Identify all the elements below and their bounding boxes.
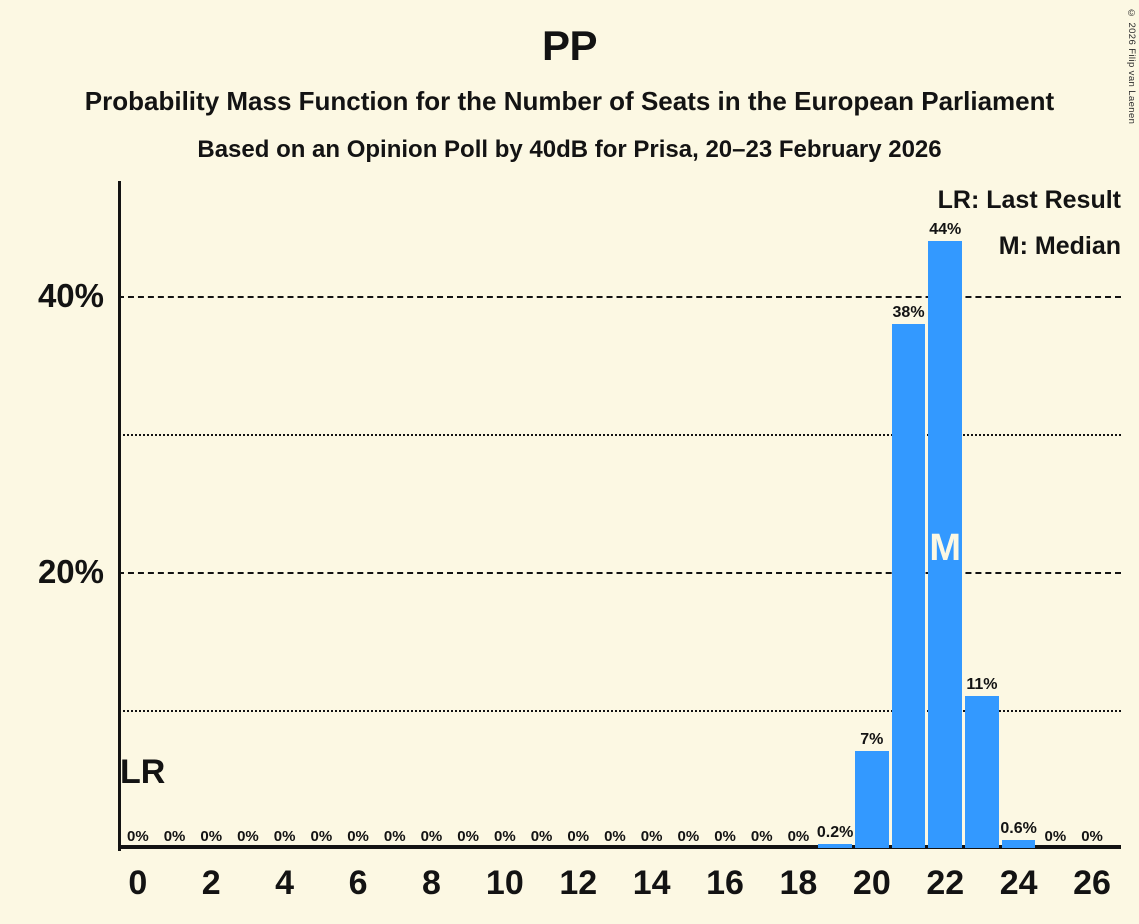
bar-seat-23 xyxy=(965,696,999,848)
x-axis-tick-12: 12 xyxy=(559,864,598,902)
bar-value-label-seat-22: 44% xyxy=(929,220,962,238)
bar-value-label-seat-2: 0% xyxy=(200,828,223,845)
legend-median: M: Median xyxy=(998,232,1121,260)
x-axis-tick-16: 16 xyxy=(706,864,744,902)
bar-value-label-seat-6: 0% xyxy=(347,828,369,845)
bar-value-label-seat-15: 0% xyxy=(677,828,700,845)
bar-value-label-seat-12: 0% xyxy=(567,828,590,845)
bar-value-label-seat-21: 38% xyxy=(892,303,925,321)
bar-value-label-seat-17: 0% xyxy=(750,828,773,845)
bar-value-label-seat-25: 0% xyxy=(1044,828,1067,845)
bar-seat-19 xyxy=(818,844,852,848)
bar-value-label-seat-3: 0% xyxy=(237,828,259,845)
bar-value-label-seat-7: 0% xyxy=(383,828,406,845)
bar-value-label-seat-11: 0% xyxy=(530,828,553,845)
chart-subtitle: Probability Mass Function for the Number… xyxy=(84,86,1055,116)
x-axis-tick-4: 4 xyxy=(275,864,295,902)
x-axis-tick-18: 18 xyxy=(779,864,818,902)
bar-seat-20 xyxy=(855,751,889,848)
plot-area: 0% 0% 0% 0% 0% 0% 0% 0% 0% 0% 0% 0% 0% 0% 0% 0% 0% 0% 0% 0.… xyxy=(118,181,1121,848)
x-axis-tick-22: 22 xyxy=(926,864,965,902)
bar-value-label-seat-14: 0% xyxy=(640,828,663,845)
bar-seat-21 xyxy=(891,323,926,848)
bar-value-label-seat-1: 0% xyxy=(163,828,186,845)
x-axis-tick-2: 2 xyxy=(201,864,221,902)
gridline-20pct xyxy=(118,572,1121,574)
bar-value-label-seat-24: 0.6% xyxy=(1000,819,1037,837)
gridline-10pct xyxy=(118,710,1121,712)
bar-value-label-seat-23: 11% xyxy=(966,676,998,694)
y-axis-line xyxy=(118,181,121,851)
bar-seat-24 xyxy=(1001,839,1036,848)
bar-seat-22 xyxy=(928,240,963,848)
bar-value-label-seat-16: 0% xyxy=(714,828,736,845)
bar-value-label-seat-13: 0% xyxy=(604,828,626,845)
legend-last-result: LR: Last Result xyxy=(937,186,1121,214)
x-axis-tick-24: 24 xyxy=(999,864,1038,902)
x-axis-tick-14: 14 xyxy=(632,864,671,902)
page-title: PP xyxy=(541,22,598,69)
y-axis-tick-40: 40% xyxy=(37,277,104,314)
bar-value-label-seat-8: 0% xyxy=(420,828,443,845)
last-result-marker: LR xyxy=(120,753,166,791)
y-axis-tick-20: 20% xyxy=(37,553,104,590)
x-axis-line xyxy=(118,845,1121,849)
bar-value-label-seat-9: 0% xyxy=(457,828,479,845)
bar-value-label-seat-0: 0% xyxy=(127,828,149,845)
bar-value-label-seat-4: 0% xyxy=(273,828,296,845)
bar-value-label-seat-10: 0% xyxy=(494,828,516,845)
median-marker: M xyxy=(929,527,962,569)
x-axis-tick-10: 10 xyxy=(485,864,524,902)
bar-value-label-seat-5: 0% xyxy=(310,828,333,845)
x-axis-tick-20: 20 xyxy=(852,864,891,902)
bar-value-label-seat-26: 0% xyxy=(1081,828,1103,845)
x-axis-tick-0: 0 xyxy=(128,864,148,902)
x-axis-tick-26: 26 xyxy=(1073,864,1111,902)
bar-value-label-seat-19: 0.2% xyxy=(816,824,854,841)
x-axis-tick-8: 8 xyxy=(421,864,441,902)
gridline-40pct xyxy=(118,296,1121,298)
gridline-30pct xyxy=(118,434,1121,436)
copyright-notice: © 2026 Filip van Laenen xyxy=(1126,8,1137,125)
chart-source-line: Based on an Opinion Poll by 40dB for Pri… xyxy=(197,136,942,163)
x-axis-tick-6: 6 xyxy=(348,864,368,902)
bar-value-label-seat-18: 0% xyxy=(787,828,810,845)
bar-value-label-seat-20: 7% xyxy=(860,731,884,749)
